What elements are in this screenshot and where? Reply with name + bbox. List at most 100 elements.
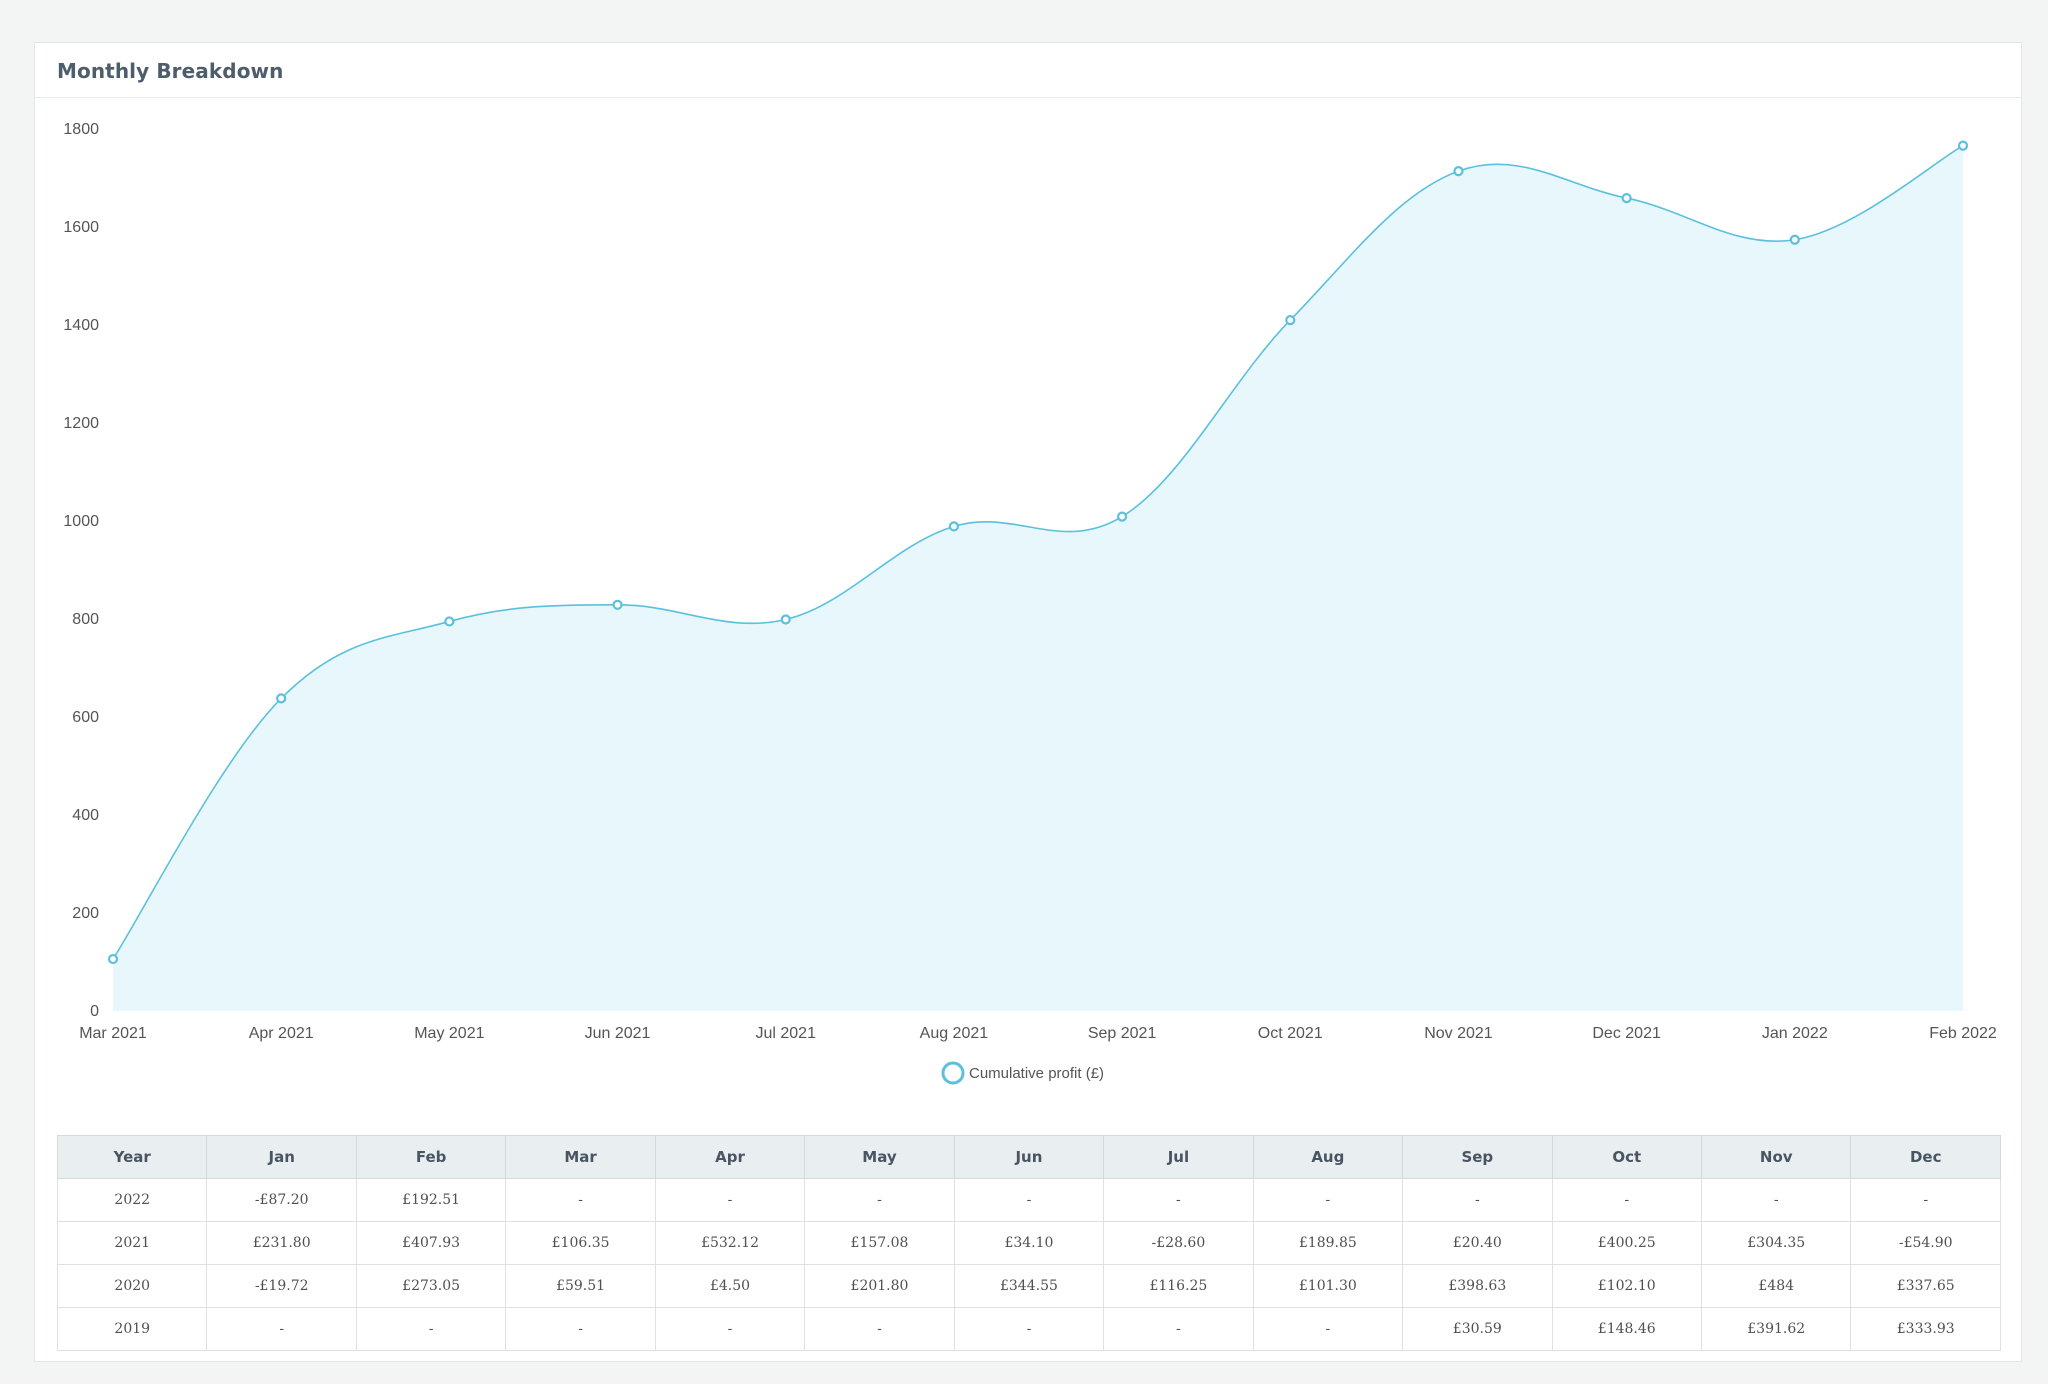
column-header-may: May <box>804 1135 955 1179</box>
data-point-mar-2021 <box>107 953 119 965</box>
month-value-cell: -£87.20 <box>206 1178 357 1222</box>
month-value-cell: - <box>1252 1307 1404 1351</box>
cumulative-profit-chart: 0 200 400 600 800 1000 1200 1400 1600 1800 Mar 202… <box>63 121 1997 1085</box>
x-tick-label: Jun 2021 <box>585 1025 651 1042</box>
data-point-dec-2021 <box>1621 192 1632 204</box>
y-tick-label: 1000 <box>63 513 99 530</box>
month-value-cell: £337.65 <box>1850 1264 2001 1308</box>
data-point-feb-2022 <box>1957 140 1969 151</box>
x-tick-label: May 2021 <box>414 1025 484 1042</box>
month-value-cell: - <box>1850 1178 2001 1222</box>
month-value-cell: £20.40 <box>1402 1221 1553 1265</box>
monthly-profit-table: Year Jan Feb Mar Apr May Jun Jul Aug Sep Oct Nov Dec… <box>56 1135 2001 1351</box>
year-cell: 2021 <box>56 1221 208 1265</box>
month-value-cell: £391.62 <box>1700 1307 1852 1351</box>
month-value-cell: £407.93 <box>355 1221 507 1265</box>
month-value-cell: - <box>654 1178 806 1222</box>
year-cell: 2019 <box>56 1307 208 1351</box>
data-point-sep-2021 <box>1116 511 1128 522</box>
month-value-cell: - <box>1252 1178 1404 1222</box>
monthly-table-wrap: Year Jan Feb Mar Apr May Jun Jul Aug Sep Oct Nov Dec… <box>56 1135 2001 1351</box>
legend-marker <box>941 1061 965 1085</box>
month-value-cell: - <box>1551 1178 1702 1222</box>
month-value-cell: £30.59 <box>1402 1307 1553 1351</box>
x-tick-label: Dec 2021 <box>1592 1025 1661 1042</box>
month-value-cell: - <box>1402 1178 1553 1222</box>
data-point-jul-2021 <box>780 614 791 625</box>
series-line <box>112 144 1964 960</box>
x-tick-label: Oct 2021 <box>1258 1025 1323 1042</box>
y-tick-label: 600 <box>72 709 99 726</box>
month-value-cell: - <box>804 1178 955 1222</box>
data-point-apr-2021 <box>276 693 287 704</box>
column-header-nov: Nov <box>1700 1135 1852 1179</box>
table-header-row: Year Jan Feb Mar Apr May Jun Jul Aug Sep Oct Nov Dec <box>56 1135 2001 1179</box>
data-point-jun-2021 <box>612 599 623 610</box>
y-tick-label: 400 <box>72 807 99 824</box>
year-cell: 2022 <box>56 1178 208 1222</box>
y-tick-label: 1800 <box>63 121 99 138</box>
y-tick-label: 0 <box>90 1003 99 1020</box>
month-value-cell: £101.30 <box>1252 1264 1404 1308</box>
table-row: 2021 £231.80 £407.93 £106.35 £532.12 £157.08 £… <box>56 1221 2001 1265</box>
x-tick-label: Jan 2022 <box>1762 1025 1828 1042</box>
month-value-cell: £157.08 <box>804 1221 955 1265</box>
month-value-cell: £59.51 <box>505 1264 656 1308</box>
column-header-apr: Apr <box>654 1135 806 1179</box>
x-tick-label: Mar 2021 <box>79 1025 147 1042</box>
data-point-may-2021 <box>444 616 455 627</box>
x-tick-label: Feb 2022 <box>1929 1025 1997 1042</box>
month-value-cell: - <box>206 1307 357 1351</box>
column-header-jul: Jul <box>1103 1135 1254 1179</box>
month-value-cell: £189.85 <box>1252 1221 1404 1265</box>
month-value-cell: - <box>953 1178 1105 1222</box>
month-value-cell: - <box>1103 1307 1254 1351</box>
card-title: Monthly Breakdown <box>57 59 284 83</box>
month-value-cell: £304.35 <box>1700 1221 1852 1265</box>
table-row: 2019- - - - - - - - £30.59 £148.46 £391.62 £333.93 <box>56 1307 2001 1351</box>
data-point-nov-2021 <box>1453 166 1464 177</box>
month-value-cell: -£54.90 <box>1850 1221 2001 1265</box>
month-value-cell: - <box>804 1307 955 1351</box>
month-value-cell: -£28.60 <box>1103 1221 1254 1265</box>
monthly-breakdown-card: Monthly Breakdown 0 200 400 600 800 1000 1200 1… <box>34 42 2022 1362</box>
month-value-cell: £344.55 <box>953 1264 1105 1308</box>
month-value-cell: £484 <box>1700 1264 1852 1308</box>
month-value-cell: £192.51 <box>355 1178 507 1222</box>
column-header-dec: Dec <box>1850 1135 2001 1179</box>
x-tick-label: Nov 2021 <box>1424 1025 1493 1042</box>
month-value-cell: - <box>505 1307 656 1351</box>
month-value-cell: - <box>654 1307 806 1351</box>
month-value-cell: £102.10 <box>1551 1264 1702 1308</box>
month-value-cell: £34.10 <box>953 1221 1105 1265</box>
data-point-jan-2022 <box>1789 234 1800 245</box>
month-value-cell: £148.46 <box>1551 1307 1702 1351</box>
month-value-cell: -£19.72 <box>206 1264 357 1308</box>
month-value-cell: £532.12 <box>654 1221 806 1265</box>
legend-label: Cumulative profit (£) <box>969 1065 1104 1082</box>
column-header-sep: Sep <box>1402 1135 1553 1179</box>
year-cell: 2020 <box>56 1264 208 1308</box>
month-value-cell: £231.80 <box>206 1221 357 1265</box>
card-header: Monthly Breakdown <box>35 43 2021 98</box>
data-point-oct-2021 <box>1285 315 1296 326</box>
y-tick-label: 800 <box>72 611 99 628</box>
column-header-jan: Jan <box>206 1135 357 1179</box>
column-header-year: Year <box>56 1135 208 1179</box>
month-value-cell: - <box>1103 1178 1254 1222</box>
table-row: 2022 -£87.20 £192.51- - - - - - - - - - <box>56 1178 2001 1222</box>
y-tick-label: 1400 <box>63 317 99 334</box>
x-tick-label: Sep 2021 <box>1088 1025 1157 1042</box>
month-value-cell: £400.25 <box>1551 1221 1702 1265</box>
month-value-cell: £106.35 <box>505 1221 656 1265</box>
x-tick-label: Apr 2021 <box>249 1025 314 1042</box>
month-value-cell: - <box>1700 1178 1852 1222</box>
month-value-cell: - <box>505 1178 656 1222</box>
month-value-cell: £398.63 <box>1402 1264 1553 1308</box>
month-value-cell: £4.50 <box>654 1264 806 1308</box>
table-row: 2020 -£19.72 £273.05 £59.51 £4.50 £201.80 £344… <box>56 1264 2001 1308</box>
month-value-cell: - <box>953 1307 1105 1351</box>
month-value-cell: £116.25 <box>1103 1264 1254 1308</box>
month-value-cell: £201.80 <box>804 1264 955 1308</box>
y-tick-label: 1200 <box>63 415 99 432</box>
